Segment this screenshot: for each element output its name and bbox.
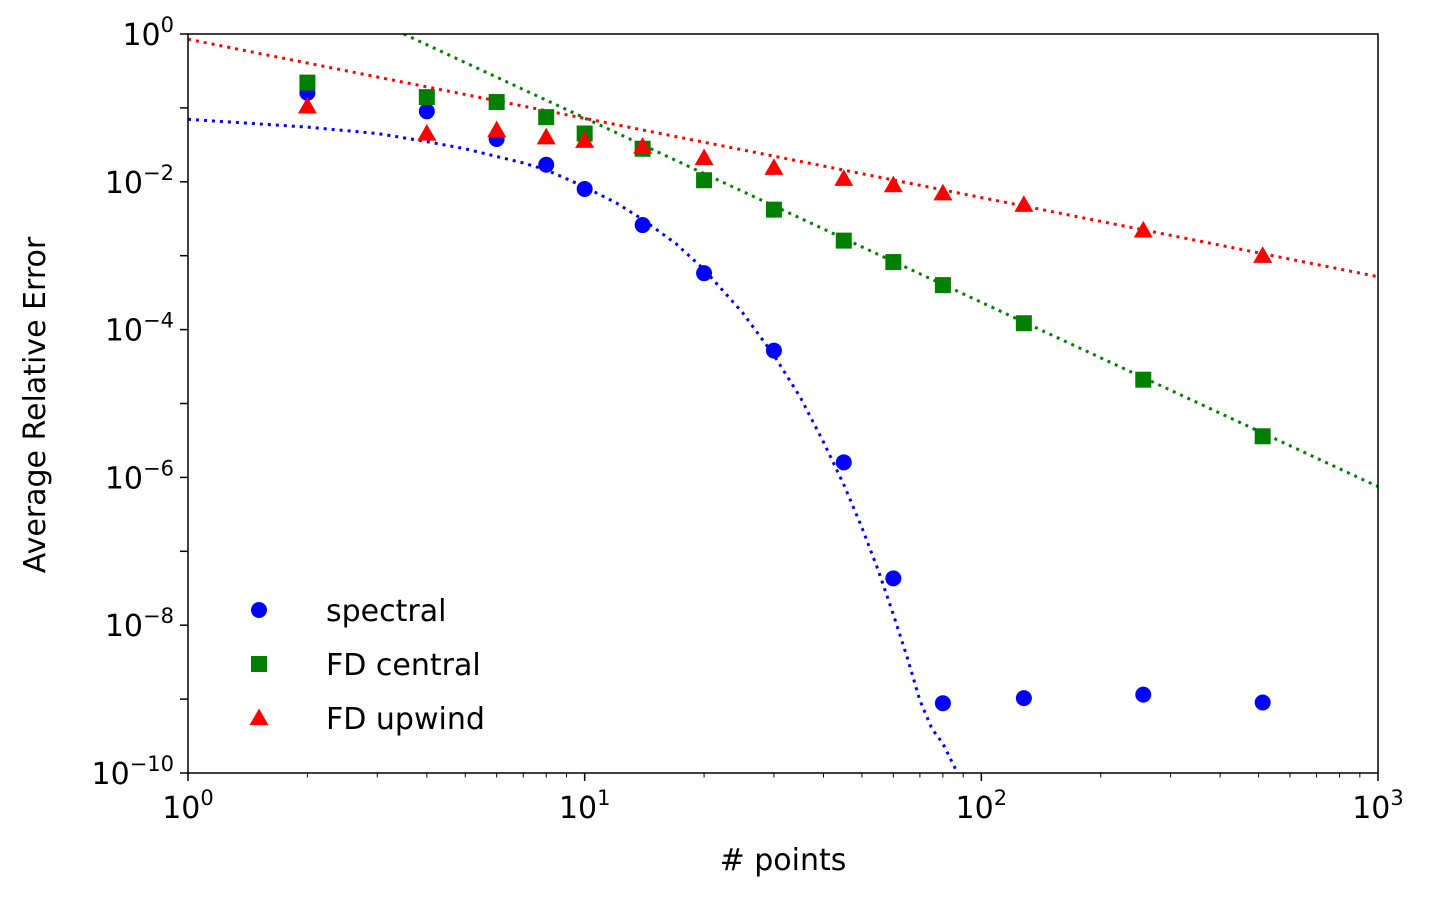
series-fd-central <box>299 74 1271 445</box>
data-point <box>694 148 714 166</box>
series-fd-upwind <box>297 96 1273 263</box>
data-point <box>1014 195 1034 212</box>
series-spectral <box>299 84 1271 712</box>
data-point <box>765 342 782 359</box>
y-tick-label: 10−6 <box>105 456 174 496</box>
data-point <box>765 201 782 218</box>
legend-label: spectral <box>326 594 446 629</box>
y-tick-label: 10−4 <box>105 309 174 349</box>
y-axis: 100 10−2 10−4 10−6 10−8 10−10 <box>91 13 188 792</box>
data-point <box>417 124 437 141</box>
y-tick-label: 10−10 <box>91 752 174 792</box>
fit-line-fd-upwind <box>188 37 1378 279</box>
data-point <box>885 254 902 271</box>
data-point <box>418 103 435 120</box>
data-point <box>299 74 316 91</box>
y-tick-label: 10−8 <box>105 604 174 644</box>
data-point <box>834 169 854 186</box>
data-point <box>297 96 317 114</box>
data-point <box>885 570 902 587</box>
data-point <box>634 217 651 234</box>
x-tick-label: 102 <box>956 786 1008 826</box>
legend-marker <box>251 602 267 618</box>
data-point <box>487 120 507 138</box>
data-point <box>835 454 852 471</box>
x-axis-label: # points <box>720 843 847 878</box>
data-point <box>696 172 713 189</box>
data-point <box>538 109 555 126</box>
legend-label: FD central <box>326 648 481 683</box>
x-tick-label: 100 <box>162 786 214 826</box>
data-point <box>1254 428 1271 445</box>
data-point <box>1015 690 1032 707</box>
data-point <box>1135 371 1152 388</box>
data-point <box>1133 220 1153 238</box>
x-tick-label: 101 <box>559 786 611 826</box>
x-axis: 100 101 102 103 <box>162 773 1404 826</box>
data-point <box>536 127 556 145</box>
legend: spectral FD central FD upwind <box>249 594 485 737</box>
legend-item-fd-central: FD central <box>251 648 481 683</box>
data-point <box>488 94 505 111</box>
data-point <box>633 137 653 154</box>
y-axis-label: Average Relative Error <box>18 236 53 573</box>
data-point <box>696 265 713 282</box>
legend-item-spectral: spectral <box>251 594 446 629</box>
legend-marker <box>249 708 269 726</box>
y-tick-label: 10−2 <box>105 161 174 201</box>
data-point <box>1253 246 1273 263</box>
legend-label: FD upwind <box>326 702 485 737</box>
legend-marker <box>251 656 267 672</box>
y-tick-label: 100 <box>122 13 174 53</box>
data-point <box>418 89 435 106</box>
data-point <box>934 277 951 294</box>
data-point <box>933 183 953 201</box>
data-point <box>934 695 951 712</box>
legend-item-fd-upwind: FD upwind <box>249 702 485 737</box>
data-point <box>576 180 593 197</box>
data-point <box>883 175 903 193</box>
data-point <box>764 158 784 175</box>
data-point <box>575 131 595 148</box>
data-point <box>835 232 852 249</box>
data-point <box>1015 315 1032 332</box>
data-point <box>1135 686 1152 703</box>
data-point <box>538 156 555 173</box>
data-point <box>1254 694 1271 711</box>
x-tick-label: 103 <box>1352 786 1404 826</box>
data-markers <box>297 74 1273 712</box>
